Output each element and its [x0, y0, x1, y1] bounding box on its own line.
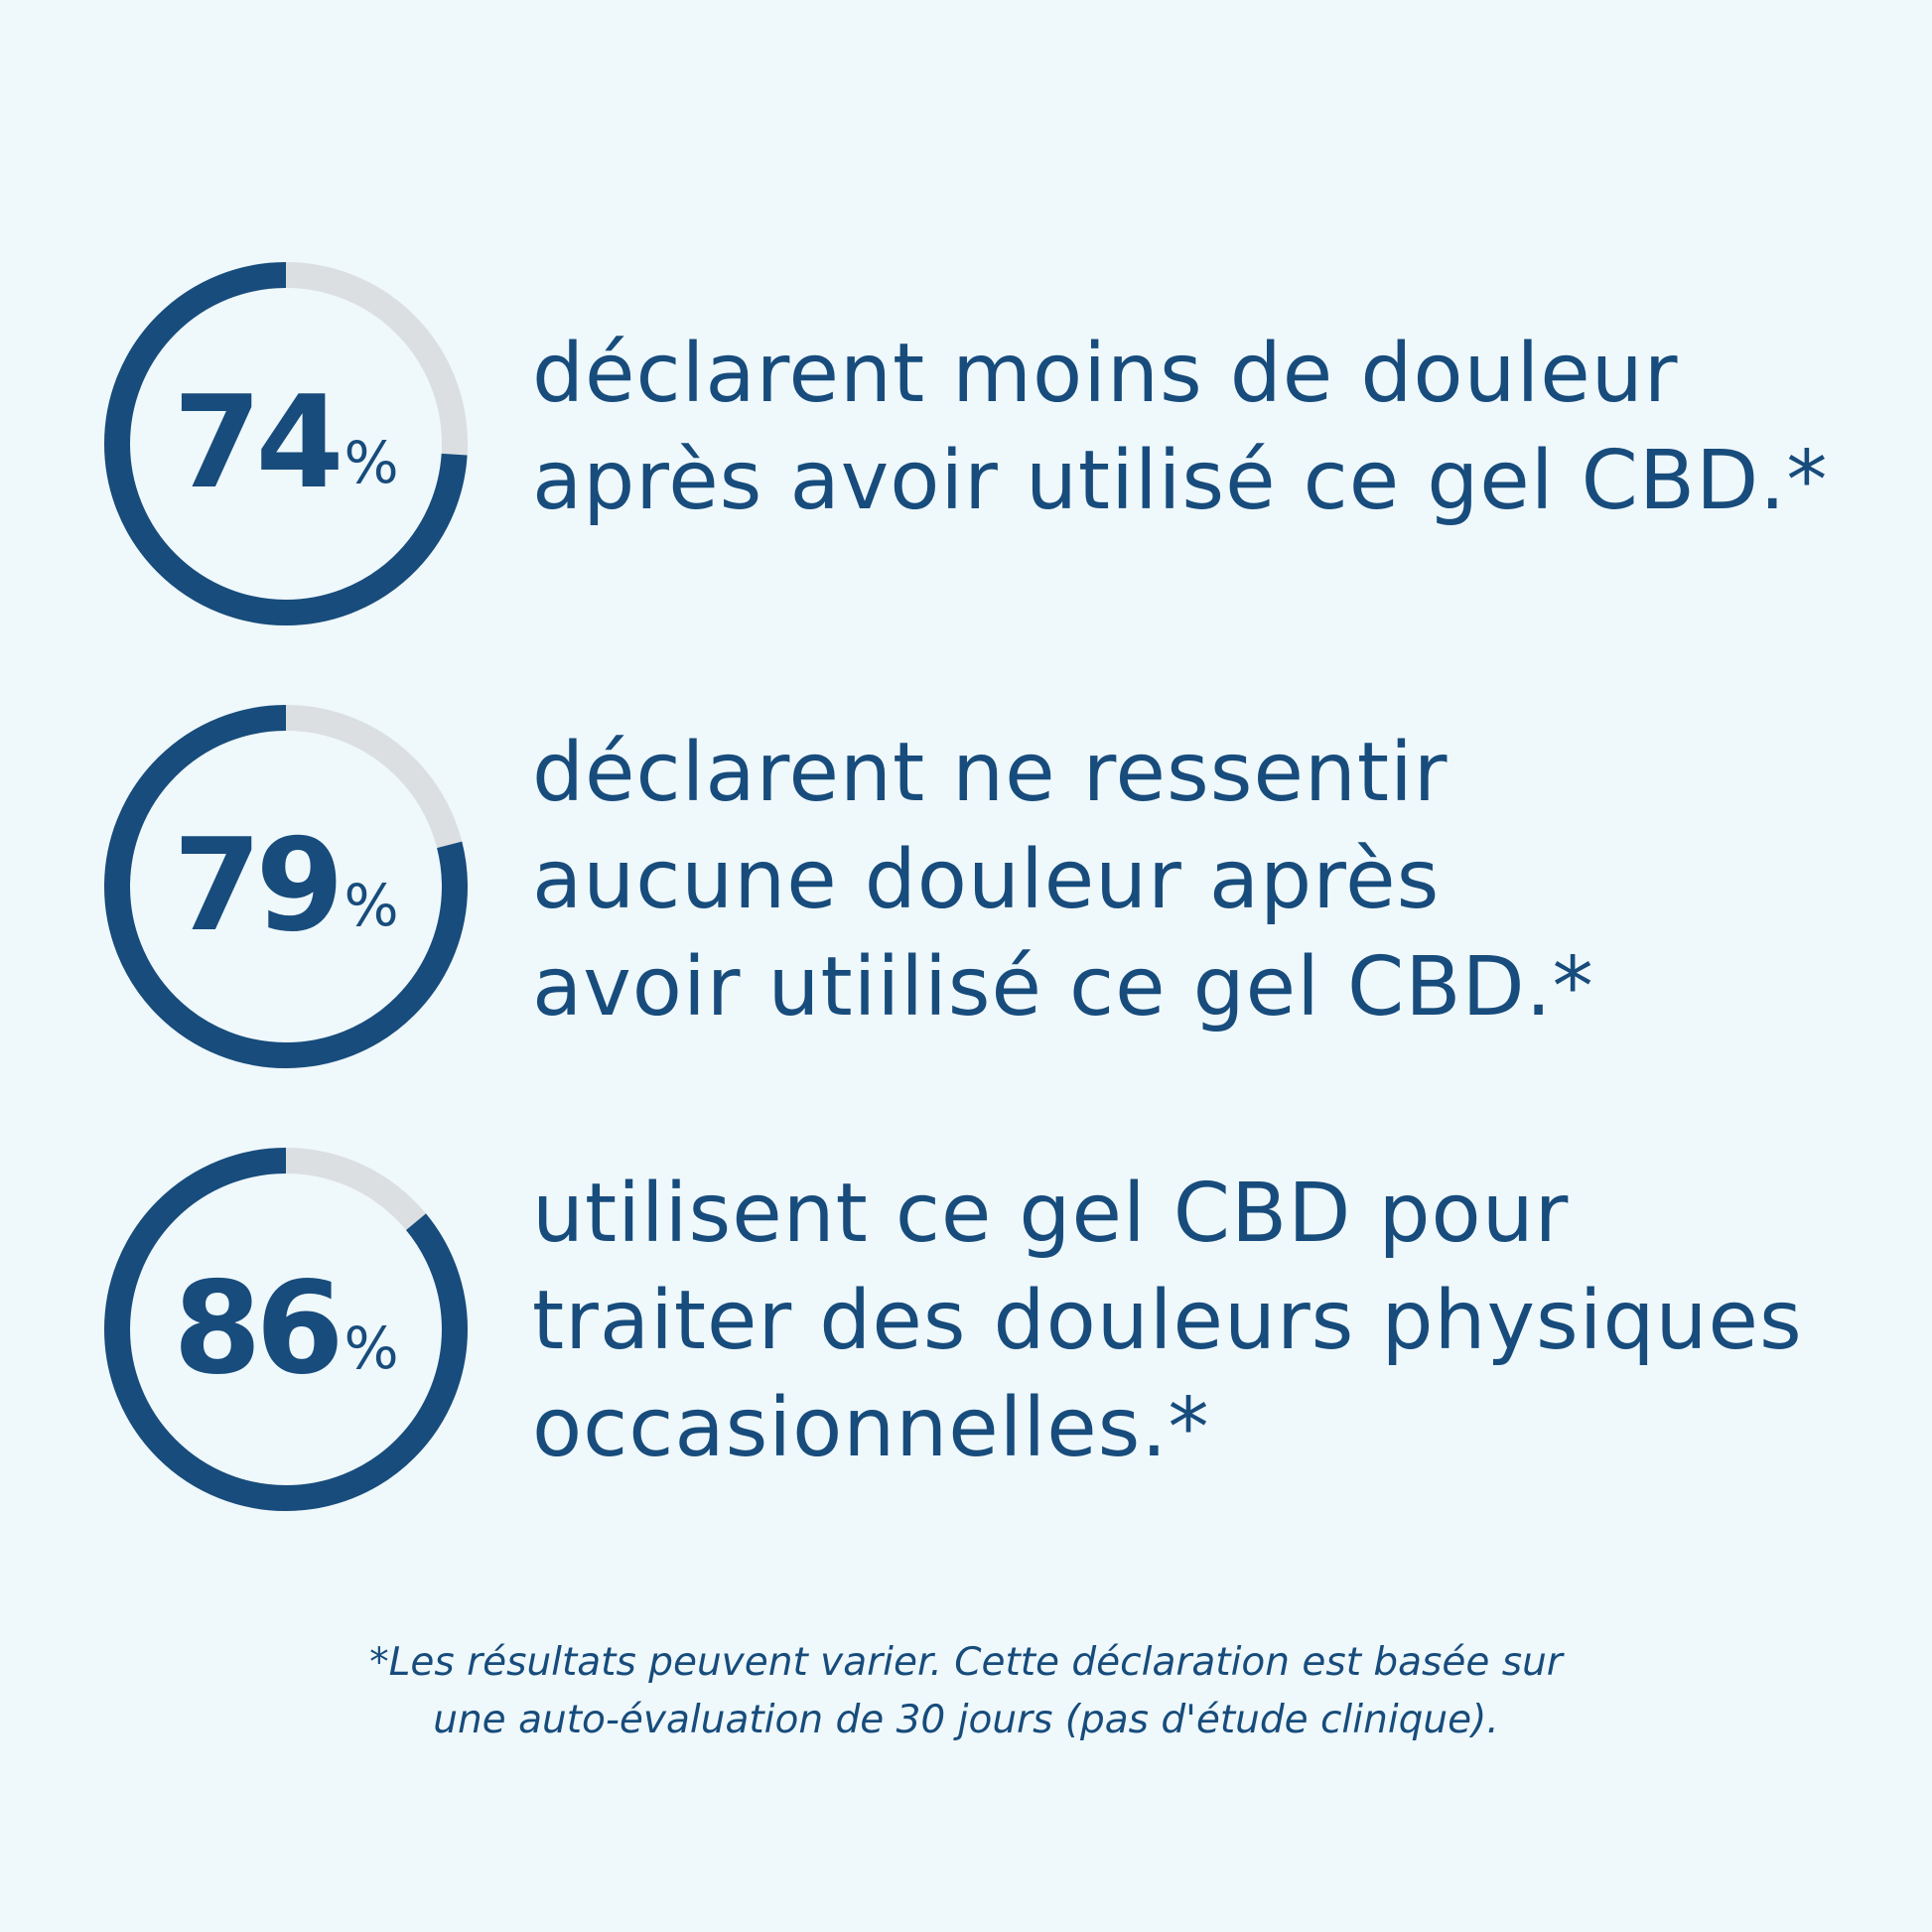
ring-graphic: [104, 262, 468, 625]
stat-text-line: occasionnelles.*: [532, 1381, 1210, 1475]
percent-value: 86: [173, 1255, 344, 1403]
percent-value: 79: [173, 812, 344, 960]
progress-ring: 79%: [97, 698, 475, 1075]
percent-sign: %: [344, 429, 399, 496]
ring-label: 79%: [97, 698, 475, 1075]
stat-text-line: déclarent moins de douleur: [532, 327, 1679, 421]
stat-description: déclarent ne ressentir aucune douleur ap…: [532, 720, 1882, 1041]
footnote-line: *Les résultats peuvent varier. Cette déc…: [369, 1640, 1563, 1685]
percent-value: 74: [173, 369, 344, 517]
stat-text-line: traiter des douleurs physiques: [532, 1274, 1803, 1368]
stat-description: utilisent ce gel CBD pour traiter des do…: [532, 1161, 1882, 1482]
footnote-line: une auto-évaluation de 30 jours (pas d'é…: [433, 1698, 1499, 1742]
ring-progress: [104, 1148, 468, 1511]
ring-progress: [104, 705, 468, 1068]
stat-row-2: 79% déclarent ne ressentir aucune douleu…: [0, 698, 1932, 1075]
progress-ring: 86%: [97, 1141, 475, 1518]
ring-graphic: [104, 705, 468, 1068]
ring-graphic: [104, 1148, 468, 1511]
stat-row-1: 74% déclarent moins de douleur après avo…: [0, 255, 1932, 632]
progress-ring: 74%: [97, 255, 475, 632]
stat-text-line: déclarent ne ressentir: [532, 726, 1449, 820]
stat-text-line: utilisent ce gel CBD pour: [532, 1167, 1570, 1261]
ring-label: 74%: [97, 255, 475, 632]
percent-sign: %: [344, 1314, 399, 1382]
footnote: *Les résultats peuvent varier. Cette déc…: [0, 1634, 1932, 1749]
stat-description: déclarent moins de douleur après avoir u…: [532, 321, 1882, 535]
stat-row-3: 86% utilisent ce gel CBD pour traiter de…: [0, 1141, 1932, 1518]
percent-sign: %: [344, 872, 399, 939]
stat-text-line: après avoir utilisé ce gel CBD.*: [532, 434, 1829, 528]
ring-label: 86%: [97, 1141, 475, 1518]
stat-text-line: avoir utiilisé ce gel CBD.*: [532, 940, 1594, 1035]
stat-text-line: aucune douleur après: [532, 833, 1441, 927]
ring-progress: [104, 262, 468, 625]
